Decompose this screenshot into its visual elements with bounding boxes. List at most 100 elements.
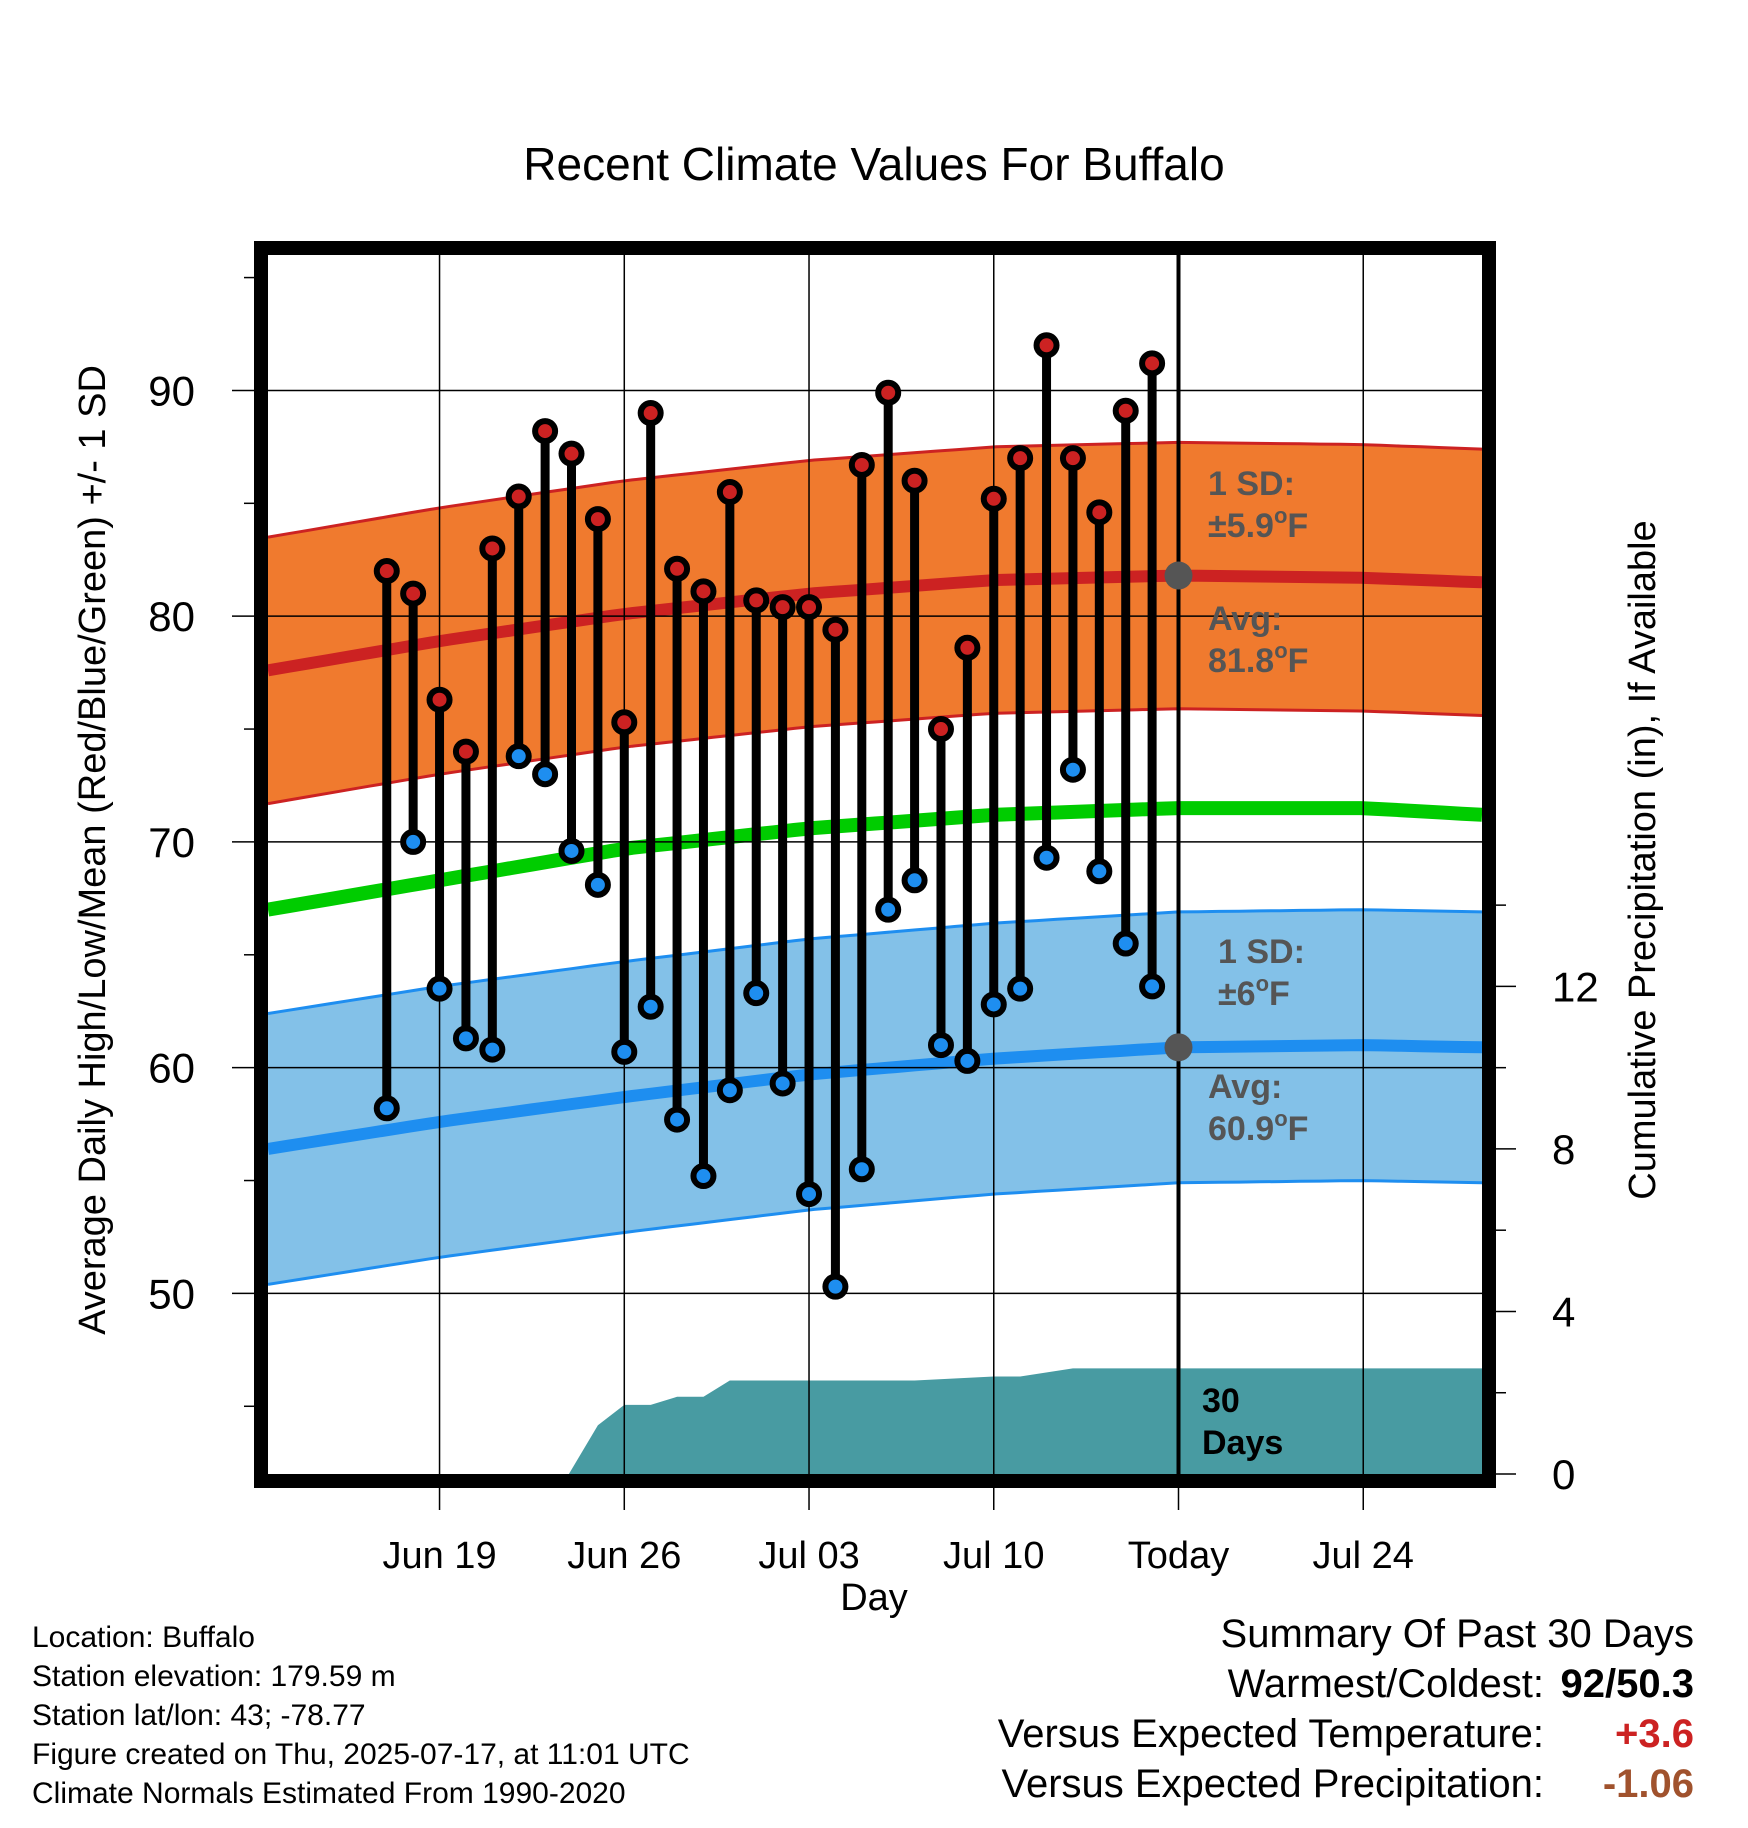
location-text: Location: Buffalo — [32, 1621, 255, 1654]
low-sd-band-lower — [268, 1179, 1482, 1286]
high-avg-annotation-line2: 81.8oF — [1208, 638, 1308, 680]
daily-low-point — [611, 1038, 638, 1065]
summary-title: Summary Of Past 30 Days — [1220, 1612, 1694, 1656]
daily-high-point — [980, 485, 1007, 512]
today-low-avg-marker — [1164, 1033, 1193, 1062]
high-sd-band-upper — [268, 440, 1482, 539]
daily-high-point — [1086, 499, 1113, 526]
daily-low-point — [664, 1106, 691, 1133]
plot-frame — [254, 241, 1496, 1488]
warmest-value: 92/50.3 — [1560, 1662, 1694, 1706]
daily-high-point — [373, 558, 400, 585]
y-tick-label: 60 — [148, 1045, 195, 1092]
daily-high-point — [796, 594, 823, 621]
normals-text: Climate Normals Estimated From 1990-2020 — [32, 1777, 626, 1810]
daily-high-point — [822, 616, 849, 643]
low-sd-annotation-line1: 1 SD: — [1218, 933, 1305, 971]
daily-high-point — [505, 483, 532, 510]
precip-departure-label: Versus Expected Precipitation: — [1001, 1762, 1544, 1806]
x-axis-label: Day — [840, 1577, 908, 1618]
daily-low-point — [690, 1163, 717, 1190]
daily-low-point — [1007, 975, 1034, 1002]
precip-area — [268, 1368, 1482, 1474]
warmest-label: Warmest/Coldest: — [1227, 1662, 1544, 1706]
daily-high-point — [901, 467, 928, 494]
daily-high-point — [1139, 350, 1166, 377]
chart-title: Recent Climate Values For Buffalo — [523, 138, 1224, 190]
daily-low-point — [558, 837, 585, 864]
daily-high-point — [954, 634, 981, 661]
daily-low-point — [1086, 858, 1113, 885]
x-tick-label: Jun 19 — [382, 1535, 496, 1577]
daily-low-point — [769, 1070, 796, 1097]
precip-departure-value: -1.06 — [1602, 1762, 1694, 1806]
y2-axis-label: Cumulative Precipitation (in), If Availa… — [1622, 520, 1664, 1199]
daily-high-point — [743, 587, 770, 614]
daily-low-point — [637, 993, 664, 1020]
daily-high-point — [875, 379, 902, 406]
daily-low-point — [743, 980, 770, 1007]
x-tick-label: Jul 03 — [758, 1535, 859, 1577]
daily-high-point — [637, 400, 664, 427]
y-tick-label: 70 — [148, 819, 195, 866]
daily-low-point — [848, 1156, 875, 1183]
summary-panel: Summary Of Past 30 Days Warmest/Coldest:… — [998, 1612, 1694, 1812]
daily-low-point — [505, 743, 532, 770]
x-tick-label: Jul 24 — [1313, 1535, 1414, 1577]
high-sd-annotation-line2: ±5.9oF — [1208, 503, 1308, 545]
daily-low-point — [1059, 756, 1086, 783]
daily-high-point — [664, 555, 691, 582]
daily-high-point — [1033, 332, 1060, 359]
high-avg-annotation-line1: Avg: — [1208, 600, 1282, 638]
y-tick-label: 80 — [148, 593, 195, 640]
y-axis-label: Average Daily High/Low/Mean (Red/Blue/Gr… — [72, 365, 114, 1335]
y2-tick-label: 8 — [1552, 1126, 1575, 1173]
daily-high-point — [690, 578, 717, 605]
daily-low-point — [954, 1047, 981, 1074]
y2-tick-label: 12 — [1552, 963, 1599, 1010]
daily-high-point — [1059, 445, 1086, 472]
normal-mean-line — [268, 801, 1482, 917]
daily-high-point — [426, 686, 453, 713]
daily-high-point — [769, 594, 796, 621]
daily-high-point — [479, 535, 506, 562]
normal-low-line — [268, 1039, 1482, 1155]
temp-departure-value: +3.6 — [1615, 1712, 1694, 1756]
daily-high-point — [400, 580, 427, 607]
y2-tick-label: 4 — [1552, 1288, 1575, 1335]
daily-low-point — [716, 1077, 743, 1104]
daily-low-point — [452, 1025, 479, 1052]
precip-period-annotation-line1: 30 — [1202, 1382, 1240, 1420]
x-tick-label: Jun 26 — [567, 1535, 681, 1577]
precip-period-annotation-line2: Days — [1202, 1424, 1283, 1462]
normal-high-line — [268, 569, 1482, 677]
y-tick-label: 90 — [148, 367, 195, 414]
daily-low-point — [373, 1095, 400, 1122]
low-avg-annotation-line1: Avg: — [1208, 1068, 1282, 1106]
daily-low-point — [1112, 930, 1139, 957]
daily-high-point — [452, 738, 479, 765]
daily-high-point — [558, 440, 585, 467]
high-sd-band — [268, 442, 1482, 804]
x-tick-label: Today — [1128, 1535, 1229, 1577]
daily-low-point — [901, 867, 928, 894]
daily-high-point — [1007, 445, 1034, 472]
daily-low-point — [875, 896, 902, 923]
daily-low-point — [532, 761, 559, 788]
daily-low-point — [1033, 844, 1060, 871]
daily-high-point — [927, 716, 954, 743]
x-tick-label: Jul 10 — [943, 1535, 1044, 1577]
daily-low-point — [584, 871, 611, 898]
daily-high-point — [532, 418, 559, 445]
station-info: Location: Buffalo Station elevation: 179… — [32, 1618, 690, 1813]
created-text: Figure created on Thu, 2025-07-17, at 11… — [32, 1738, 690, 1771]
y2-tick-label: 0 — [1552, 1451, 1575, 1498]
daily-high-point — [584, 506, 611, 533]
daily-low-point — [1139, 973, 1166, 1000]
high-sd-annotation-line1: 1 SD: — [1208, 465, 1295, 503]
low-sd-annotation-line2: ±6oF — [1218, 971, 1290, 1013]
daily-low-point — [796, 1181, 823, 1208]
low-avg-annotation-line2: 60.9oF — [1208, 1106, 1308, 1148]
